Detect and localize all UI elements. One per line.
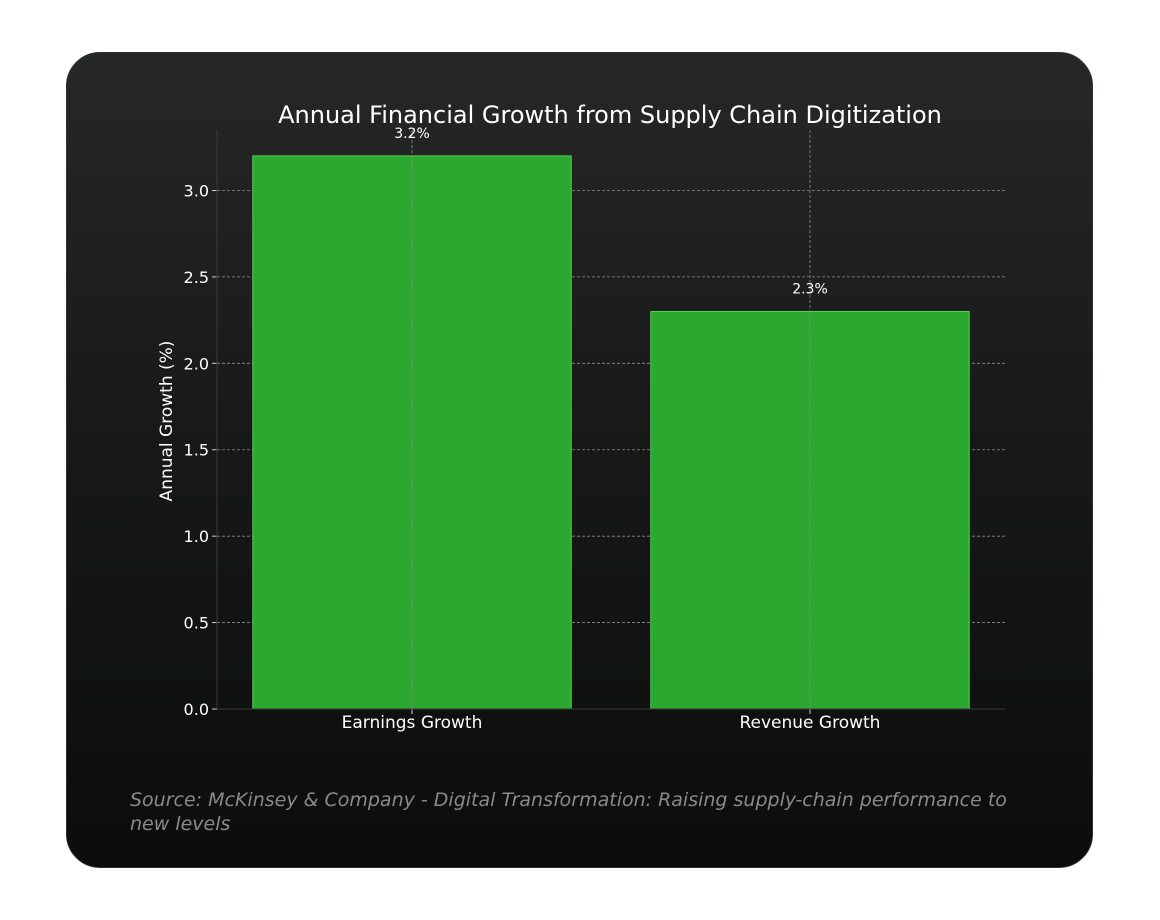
vertical-grid-lines: [411, 130, 811, 709]
x-tick-label: Earnings Growth: [342, 713, 483, 733]
data-label: 2.3%: [792, 281, 828, 297]
labels: 0.0 0.5 1.0 1.5 2.0 2.5 3.0 3.2% Earnings Growth…: [184, 126, 881, 733]
y-axis-label: Annual Growth (%): [157, 341, 177, 502]
y-tick-label: 2.5: [184, 268, 209, 287]
y-tick-label: 2.0: [184, 354, 209, 373]
axes: [212, 130, 1005, 714]
x-tick-label: Revenue Growth: [739, 713, 880, 733]
y-tick-label: 1.5: [184, 441, 209, 460]
y-tick-label: 0.5: [184, 614, 209, 633]
chart-title: Annual Financial Growth from Supply Chai…: [278, 101, 942, 129]
y-tick-label: 0.0: [184, 700, 209, 719]
source-note: Source: McKinsey & Company - Digital Tra…: [130, 789, 1007, 835]
bars: [252, 155, 970, 710]
y-tick-label: 1.0: [184, 527, 209, 546]
data-label: 3.2%: [394, 126, 430, 142]
y-tick-label: 3.0: [184, 181, 209, 200]
